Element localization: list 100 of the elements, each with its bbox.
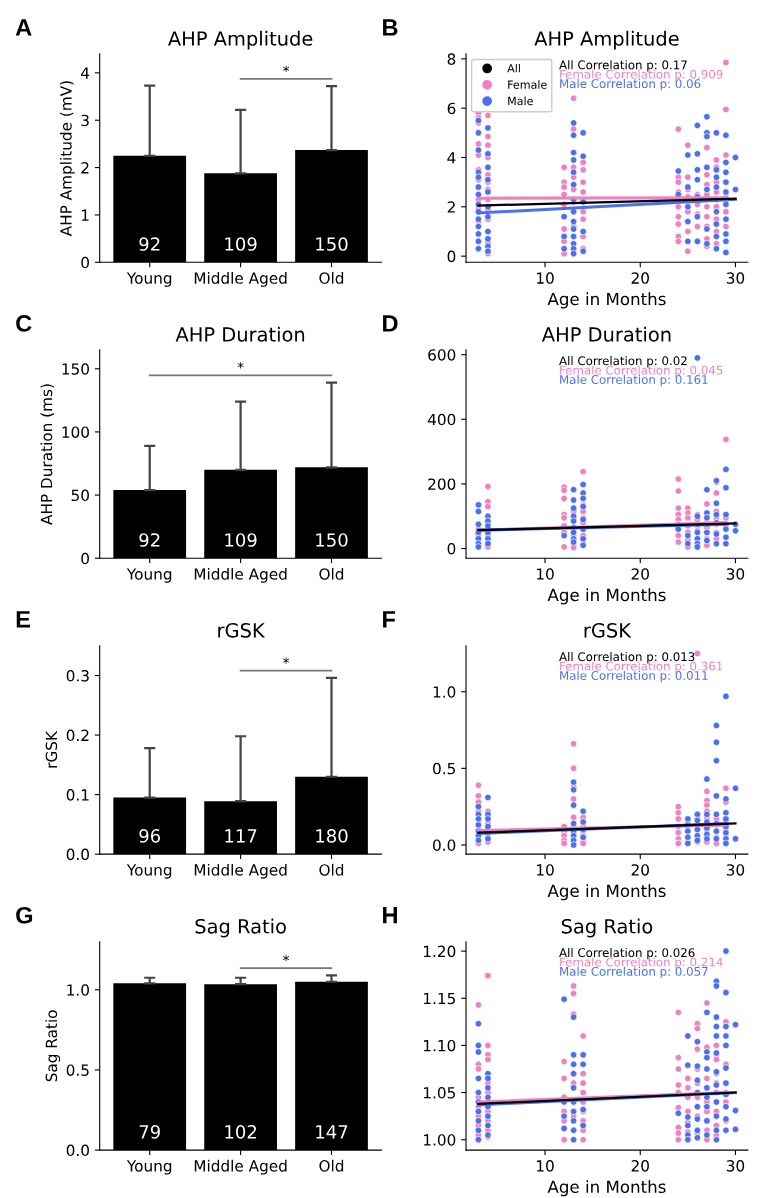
x-tick-label: 20 (631, 272, 649, 284)
y-tick-label: 1.00 (423, 1134, 456, 1146)
y-tick-label: 1.10 (423, 1039, 456, 1052)
text: G (16, 906, 33, 924)
x-tick-label: 30 (726, 272, 745, 284)
x-tick-label: 20 (631, 864, 649, 876)
chart-title: rGSK (584, 622, 632, 638)
y-tick-label: 400 (427, 413, 456, 426)
y-tick-label: 6 (447, 102, 456, 115)
chart-title: Sag Ratio (561, 918, 653, 938)
x-tick-label: Young (126, 568, 172, 583)
y-tick-label: 0.3 (66, 669, 89, 682)
y-tick-label: 0.5 (433, 762, 455, 775)
y-tick-label: 0.2 (66, 729, 89, 742)
x-tick-label: 30 (726, 568, 745, 580)
annotation: 109 (225, 533, 257, 547)
annotation: * (283, 65, 290, 72)
annotation: Male Correlation p: 0.057 (560, 966, 708, 979)
annotation: 92 (139, 237, 160, 251)
y-tick-label: 2 (81, 162, 89, 174)
x-tick-label: Middle Aged (194, 272, 287, 287)
x-axis-title: Age in Months (547, 588, 666, 605)
text: B (383, 19, 398, 36)
y-tick-label: 1.20 (423, 945, 456, 958)
y-tick-label: 8 (447, 53, 456, 65)
legend-label: All (507, 63, 520, 73)
annotation: 102 (225, 1124, 257, 1139)
chart-title: AHP Duration (175, 326, 305, 342)
x-tick-label: Young (126, 864, 172, 879)
y-tick-label: 50 (71, 489, 89, 502)
x-tick-label: Old (319, 1159, 344, 1172)
annotation: * (283, 657, 290, 664)
y-tick-label: 4 (81, 67, 90, 79)
x-tick-label: 10 (537, 272, 554, 284)
text: C (16, 315, 32, 332)
chart-title: Sag Ratio (195, 918, 286, 938)
y-tick-label: 200 (428, 478, 456, 490)
text: D (383, 315, 398, 332)
chart-title: AHP Amplitude (168, 30, 313, 50)
y-axis-title: rGSK (45, 730, 58, 768)
annotation: 96 (139, 829, 161, 843)
y-tick-label: 150 (62, 363, 89, 375)
annotation: Male Correlation p: 0.011 (560, 670, 708, 683)
legend-label: Male (508, 96, 533, 106)
annotation: 79 (139, 1124, 160, 1139)
chart-title: AHP Duration (541, 326, 671, 342)
x-tick-label: 20 (631, 1160, 649, 1172)
y-tick-label: 0 (81, 552, 89, 565)
y-tick-label: 0 (81, 256, 89, 269)
x-axis-title: Age in Months (547, 1180, 666, 1197)
text: A (15, 19, 32, 36)
x-axis-title: Age in Months (547, 292, 666, 309)
x-tick-label: Old (319, 567, 344, 580)
y-tick-label: 1.0 (67, 984, 89, 996)
x-tick-label: Young (126, 1160, 172, 1175)
chart-title: rGSK (218, 622, 266, 638)
annotation: 92 (139, 533, 160, 547)
x-tick-label: Old (319, 272, 344, 284)
x-tick-label: Middle Aged (194, 1159, 287, 1175)
annotation: * (283, 954, 290, 962)
x-tick-label: Young (126, 272, 172, 287)
x-tick-label: Middle Aged (194, 863, 287, 879)
y-tick-label: 0.1 (66, 789, 89, 801)
x-tick-label: 10 (537, 1160, 554, 1172)
y-axis-title: AHP Amplitude (mV) (59, 81, 75, 237)
chart-title: AHP Amplitude (534, 30, 679, 50)
y-tick-label: 0.0 (433, 839, 456, 851)
x-tick-label: 20 (631, 568, 649, 580)
x-tick-label: 30 (726, 1160, 745, 1172)
y-tick-label: 1.05 (423, 1087, 455, 1099)
annotation: Male Correlation p: 0.161 (560, 374, 708, 387)
y-tick-label: 0 (447, 543, 456, 555)
y-tick-label: 100 (62, 426, 89, 438)
x-axis-title: Age in Months (547, 884, 666, 901)
x-tick-label: 10 (537, 568, 554, 580)
y-tick-label: 0 (447, 250, 456, 263)
legend-label: Female (508, 80, 547, 89)
annotation: 117 (225, 829, 257, 843)
y-tick-label: 4 (447, 152, 456, 164)
text: E (16, 611, 30, 628)
x-tick-label: Old (319, 863, 344, 876)
y-tick-label: 1.15 (423, 992, 455, 1005)
y-tick-label: 0.5 (66, 1064, 89, 1076)
y-tick-label: 0.0 (66, 848, 89, 861)
x-tick-label: 10 (537, 864, 554, 876)
text: F (383, 611, 396, 628)
annotation: 150 (316, 533, 348, 547)
y-tick-label: 2 (447, 201, 455, 213)
y-axis-title: Sag Ratio (45, 1010, 61, 1082)
annotation: 109 (225, 237, 257, 251)
y-axis-title: AHP Duration (ms) (40, 384, 55, 525)
text: H (383, 907, 397, 924)
x-tick-label: 30 (726, 864, 745, 876)
annotation: Male Correlation p: 0.06 (560, 78, 701, 91)
annotation: * (237, 362, 244, 369)
y-tick-label: 1 (81, 209, 89, 221)
y-tick-label: 600 (428, 349, 456, 361)
annotation: 147 (316, 1125, 348, 1139)
y-tick-label: 0.0 (66, 1144, 89, 1157)
y-tick-label: 1.0 (433, 686, 456, 698)
